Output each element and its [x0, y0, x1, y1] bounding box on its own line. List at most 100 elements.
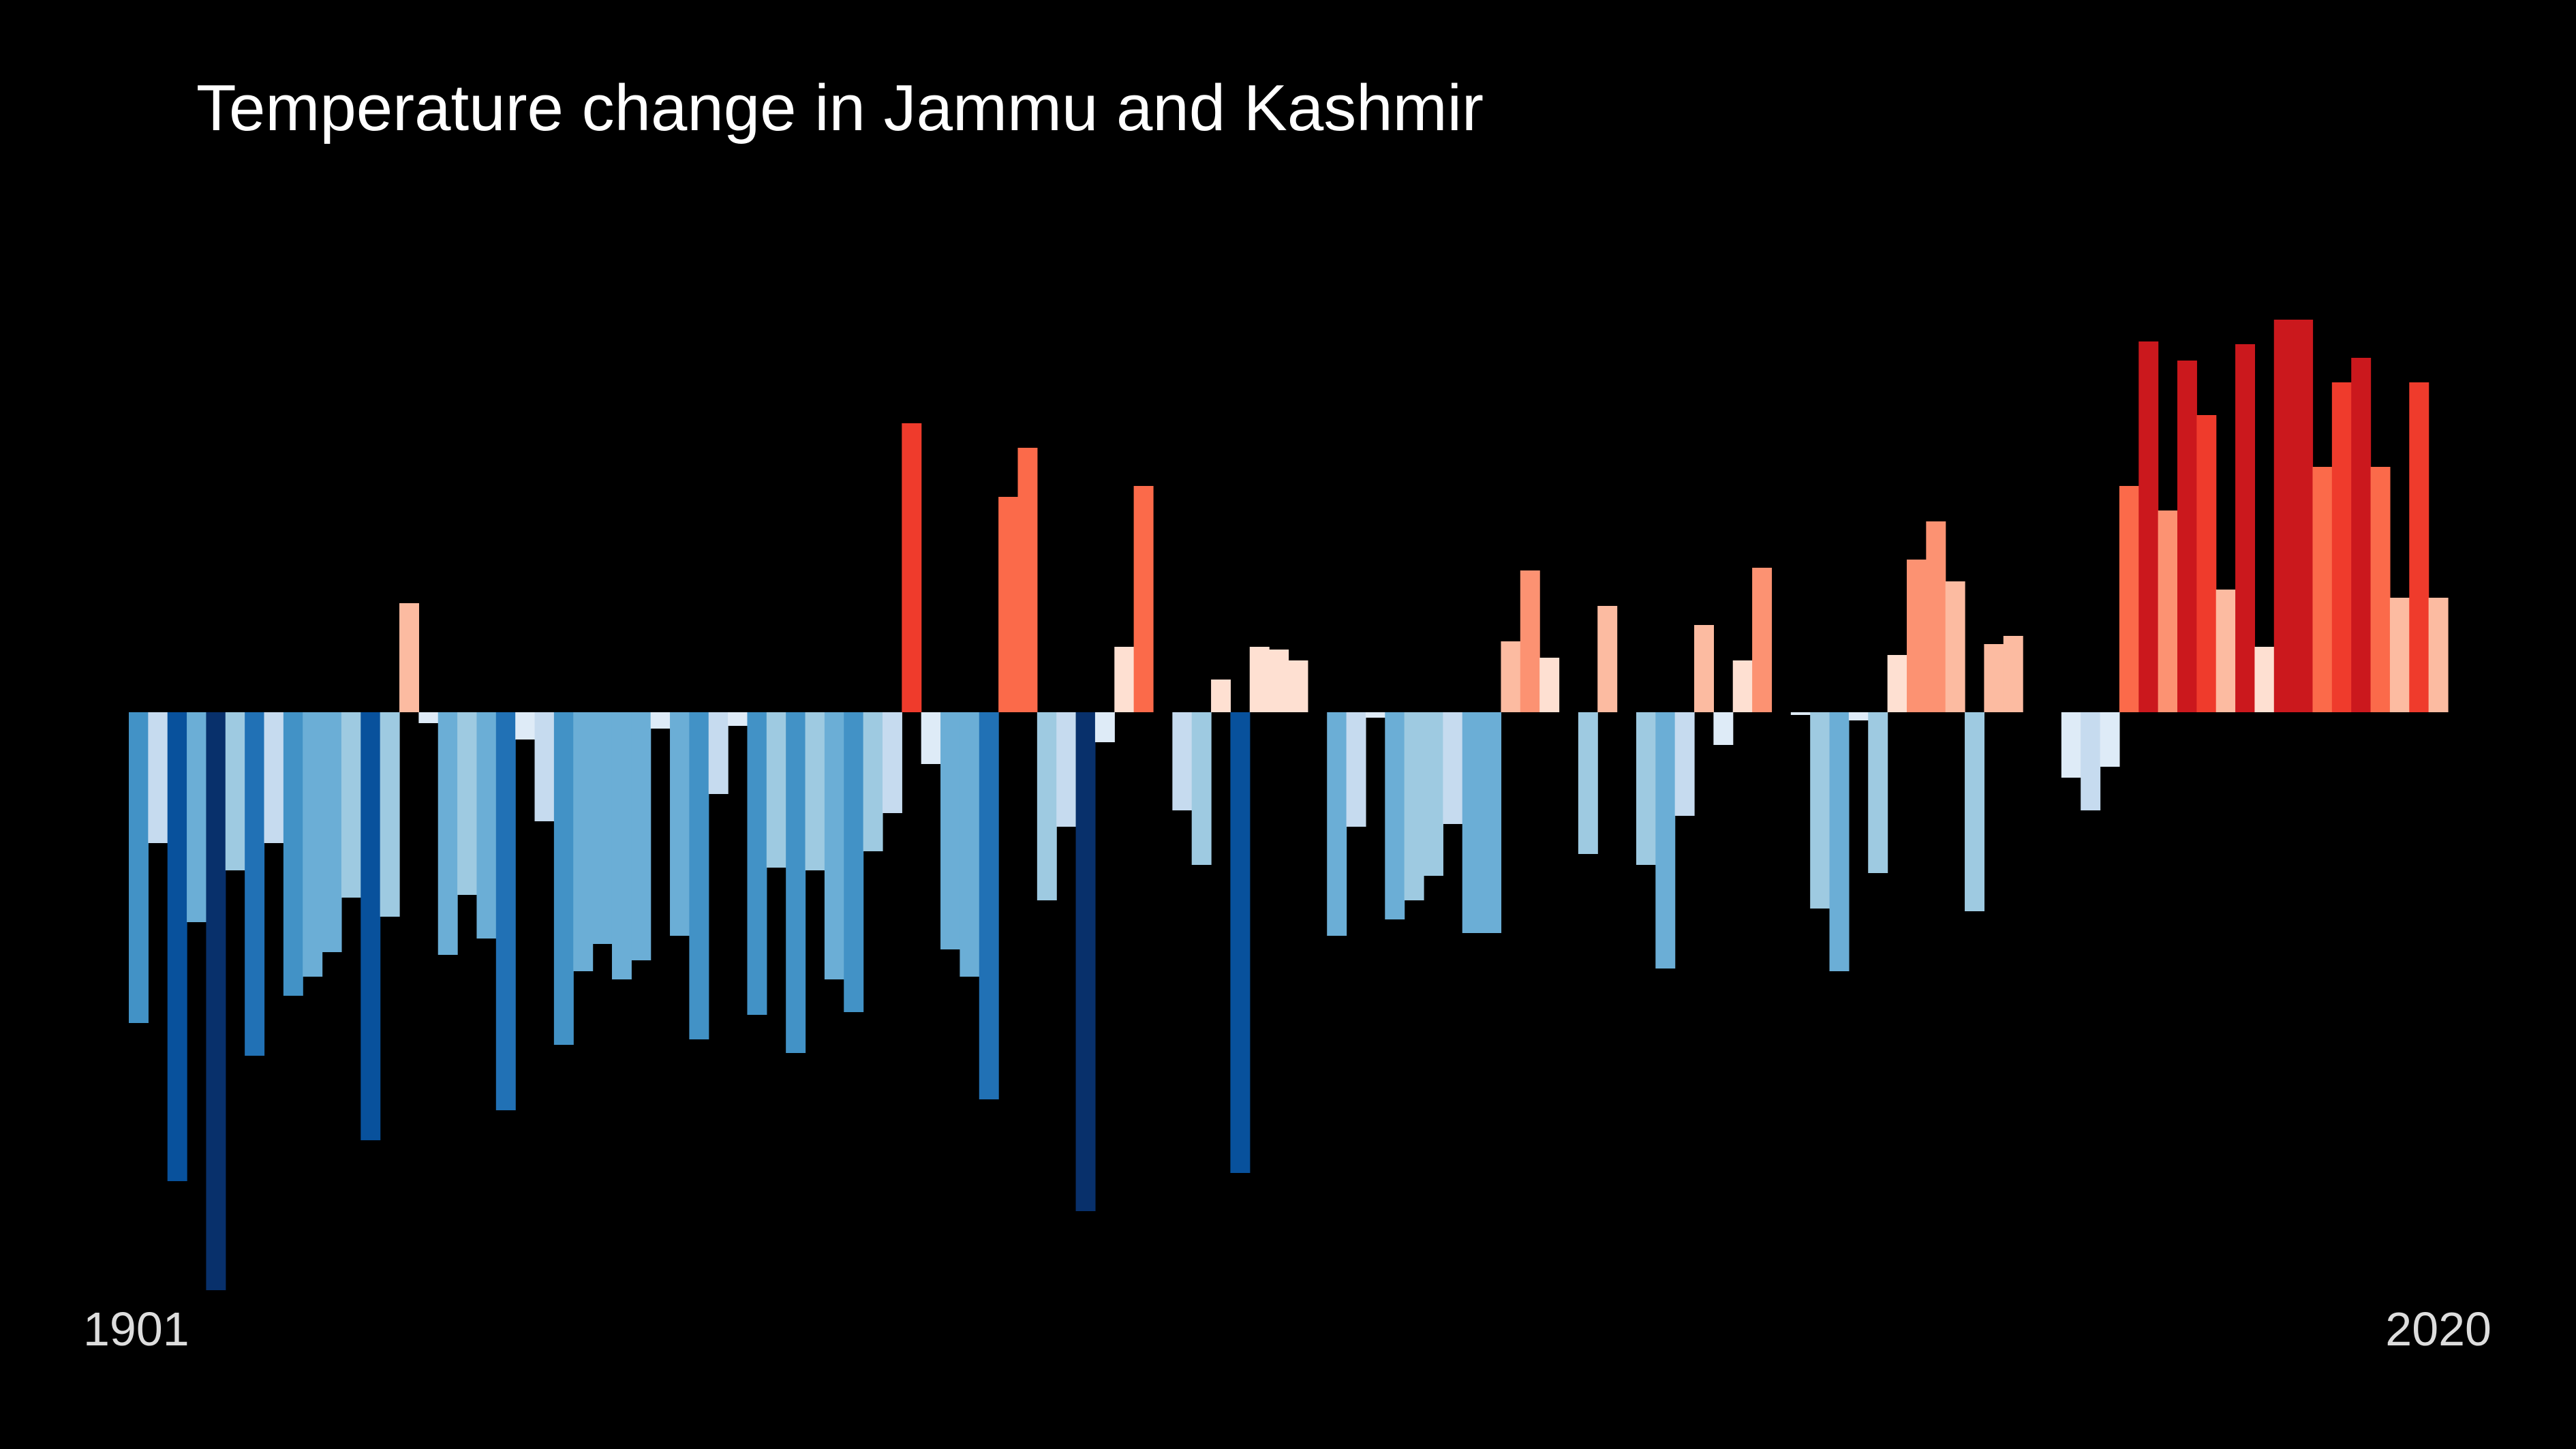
- bar-1932: [728, 712, 748, 726]
- bar-1929: [670, 712, 690, 936]
- bar-1983: [1713, 712, 1734, 745]
- bar-1947: [1017, 448, 1038, 712]
- bar-1998: [2003, 636, 2023, 712]
- start-year-label: 1901: [83, 1302, 189, 1356]
- bar-1967: [1404, 712, 1424, 900]
- bar-2005: [2138, 341, 2159, 712]
- chart-title: Temperature change in Jammu and Kashmir: [196, 72, 1484, 144]
- bar-2019: [2409, 382, 2429, 712]
- bar-2010: [2235, 344, 2256, 712]
- bar-1939: [863, 712, 883, 851]
- bar-2001: [2061, 712, 2081, 778]
- bar-1957: [1211, 680, 1231, 712]
- bar-1908: [264, 712, 284, 843]
- bar-1919: [476, 712, 497, 939]
- bar-2007: [2177, 361, 2197, 712]
- bar-1990: [1848, 712, 1869, 720]
- bar-1921: [515, 712, 536, 739]
- bar-1991: [1868, 712, 1888, 873]
- bar-1923: [553, 712, 574, 1045]
- bar-1935: [786, 712, 806, 1053]
- bar-1917: [438, 712, 458, 955]
- bar-1930: [689, 712, 709, 1039]
- bar-1985: [1752, 568, 1773, 712]
- bar-1977: [1597, 606, 1618, 712]
- bar-1905: [206, 712, 226, 1290]
- bar-1925: [592, 712, 613, 944]
- bar-1965: [1365, 712, 1385, 718]
- bar-1948: [1037, 712, 1057, 900]
- bar-1979: [1636, 712, 1656, 865]
- bar-1902: [148, 712, 168, 843]
- bar-2008: [2196, 415, 2217, 712]
- bar-1924: [573, 712, 594, 971]
- bar-2020: [2428, 598, 2449, 712]
- bar-1984: [1732, 660, 1753, 712]
- bar-2018: [2389, 598, 2410, 712]
- bar-2015: [2331, 382, 2352, 712]
- bar-1937: [824, 712, 844, 979]
- bar-1997: [1984, 644, 2004, 712]
- bar-1940: [882, 712, 902, 813]
- bar-1913: [361, 712, 381, 1140]
- bar-1987: [1790, 712, 1811, 715]
- bar-1903: [167, 712, 187, 1181]
- bar-1951: [1094, 712, 1115, 742]
- bar-1916: [418, 712, 439, 723]
- bar-1989: [1829, 712, 1850, 971]
- bar-2011: [2254, 647, 2275, 712]
- bar-1907: [245, 712, 265, 1056]
- bar-1915: [399, 603, 419, 712]
- bar-2013: [2293, 320, 2314, 712]
- bar-1946: [998, 497, 1019, 712]
- bar-1934: [766, 712, 786, 868]
- bar-2016: [2351, 358, 2372, 712]
- bar-1910: [303, 712, 323, 977]
- bar-1966: [1385, 712, 1405, 919]
- bar-1911: [322, 712, 342, 952]
- bar-1950: [1075, 712, 1096, 1211]
- bar-1928: [650, 712, 671, 729]
- bar-2006: [2158, 510, 2178, 712]
- bar-1912: [341, 712, 361, 898]
- bar-1942: [921, 712, 941, 764]
- bar-2009: [2215, 590, 2236, 712]
- bar-1955: [1172, 712, 1193, 810]
- bar-1909: [283, 712, 303, 996]
- bar-1938: [844, 712, 864, 1012]
- bar-1943: [940, 712, 961, 949]
- bar-1920: [495, 712, 516, 1110]
- end-year-label: 2020: [2385, 1302, 2491, 1356]
- bar-1956: [1191, 712, 1212, 865]
- bar-1964: [1346, 712, 1366, 827]
- bar-1980: [1655, 712, 1676, 968]
- bar-2004: [2119, 486, 2139, 712]
- bar-2017: [2370, 467, 2391, 712]
- bar-1969: [1443, 712, 1463, 824]
- bar-1959: [1249, 647, 1270, 712]
- bar-1906: [225, 712, 245, 870]
- bar-1941: [902, 423, 922, 712]
- bar-1995: [1945, 581, 1965, 712]
- bar-2012: [2273, 320, 2294, 712]
- bar-1945: [979, 712, 999, 1099]
- bar-2003: [2100, 712, 2120, 767]
- bar-1933: [747, 712, 767, 1015]
- bar-1961: [1288, 660, 1308, 712]
- bar-1973: [1520, 570, 1540, 712]
- bar-1922: [534, 712, 555, 821]
- bar-1971: [1482, 712, 1502, 933]
- bar-1996: [1965, 712, 1984, 911]
- bar-1901: [129, 712, 149, 1023]
- bar-1944: [960, 712, 980, 977]
- bar-1988: [1810, 712, 1830, 909]
- bar-1926: [611, 712, 632, 979]
- bar-1952: [1114, 647, 1135, 712]
- bar-1970: [1462, 712, 1482, 933]
- bar-1963: [1327, 712, 1347, 936]
- bar-1918: [457, 712, 478, 895]
- bar-1972: [1501, 641, 1521, 712]
- bar-1914: [380, 712, 400, 917]
